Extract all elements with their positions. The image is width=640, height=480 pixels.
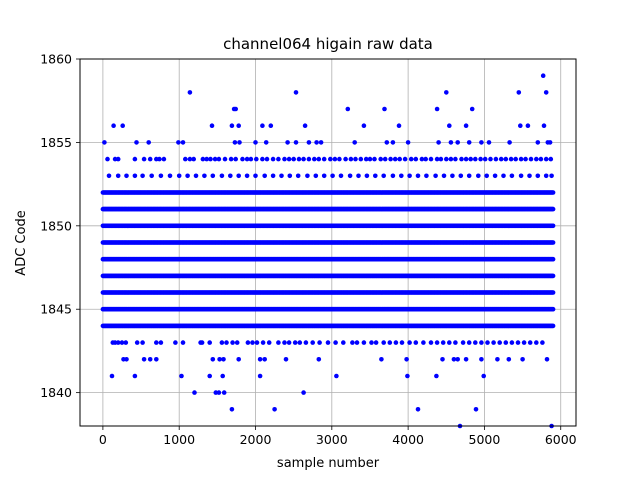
data-points [100, 73, 556, 429]
data-point [550, 206, 556, 212]
data-point [550, 223, 556, 229]
data-point [550, 306, 556, 312]
data-point [550, 323, 556, 329]
data-point [550, 290, 556, 295]
data-point [550, 240, 556, 245]
data-point [550, 273, 556, 279]
data-point [550, 256, 556, 262]
